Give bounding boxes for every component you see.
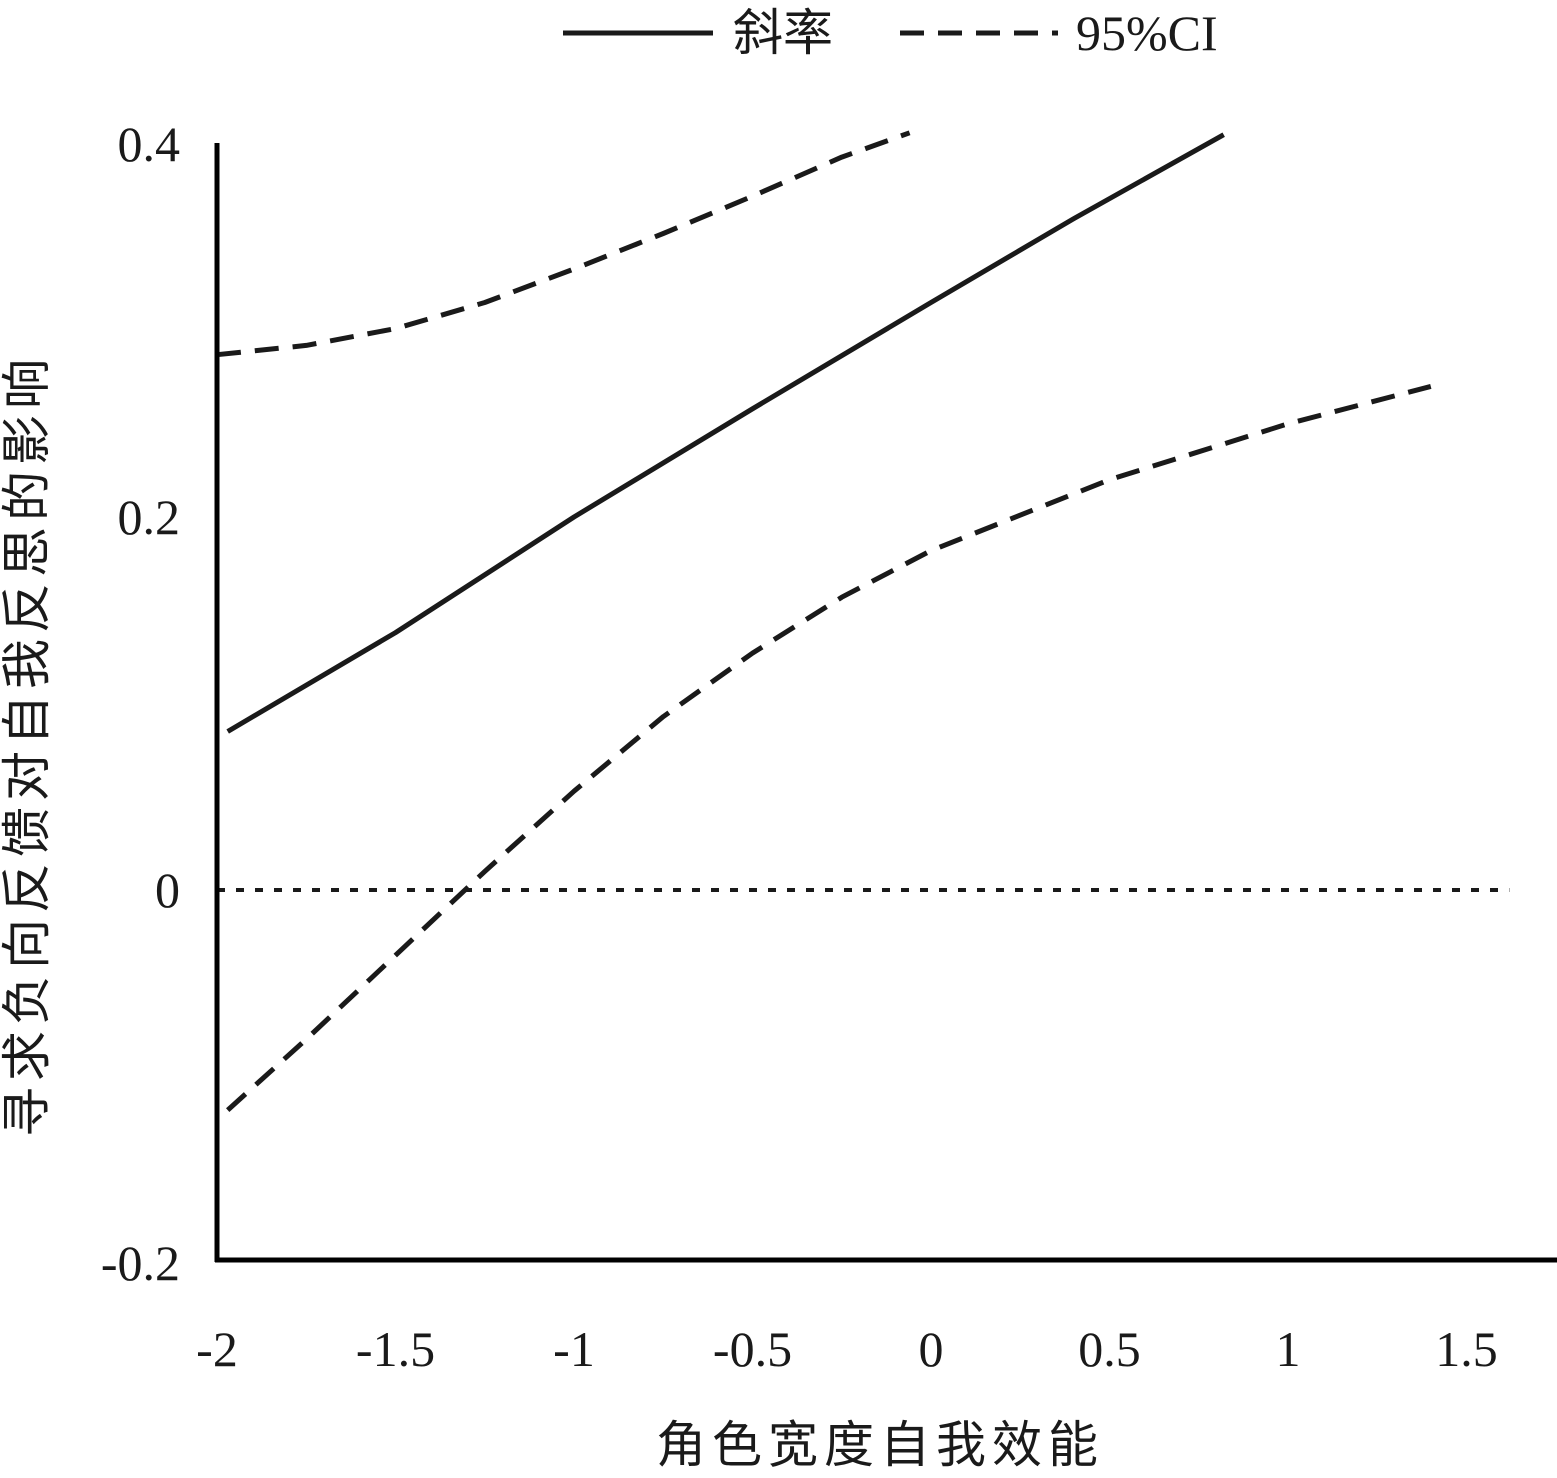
legend: 斜率 95%CI xyxy=(563,5,1218,61)
ci-upper-line xyxy=(216,130,911,358)
x-tick-label: -1.5 xyxy=(356,1321,435,1377)
x-tick-labels: -2 -1.5 -1 -0.5 0 0.5 1 1.5 xyxy=(196,1321,1498,1377)
y-tick-label: 0.2 xyxy=(118,489,181,545)
ci-lower-line xyxy=(226,383,1432,1112)
x-tick-label: 0.5 xyxy=(1078,1321,1141,1377)
legend-slope-label: 斜率 xyxy=(733,5,833,61)
legend-ci-label: 95%CI xyxy=(1076,5,1218,61)
x-tick-label: 0 xyxy=(919,1321,944,1377)
x-axis-title: 角色宽度自我效能 xyxy=(656,1417,1104,1473)
x-tick-label: -0.5 xyxy=(713,1321,792,1377)
y-tick-labels: 0.4 0.2 0 -0.2 xyxy=(101,116,180,1291)
x-tick-label: 1.5 xyxy=(1435,1321,1498,1377)
x-tick-label: -2 xyxy=(196,1321,238,1377)
x-tick-label: -1 xyxy=(553,1321,595,1377)
y-tick-label: 0.4 xyxy=(118,116,181,172)
y-tick-label: 0 xyxy=(155,862,180,918)
y-tick-label: -0.2 xyxy=(101,1235,180,1291)
x-tick-label: 1 xyxy=(1276,1321,1301,1377)
y-axis-title: 寻求负向反馈对自我反思的影响 xyxy=(0,353,55,1137)
plot-lines xyxy=(216,130,1510,1112)
slope-line xyxy=(226,132,1225,734)
